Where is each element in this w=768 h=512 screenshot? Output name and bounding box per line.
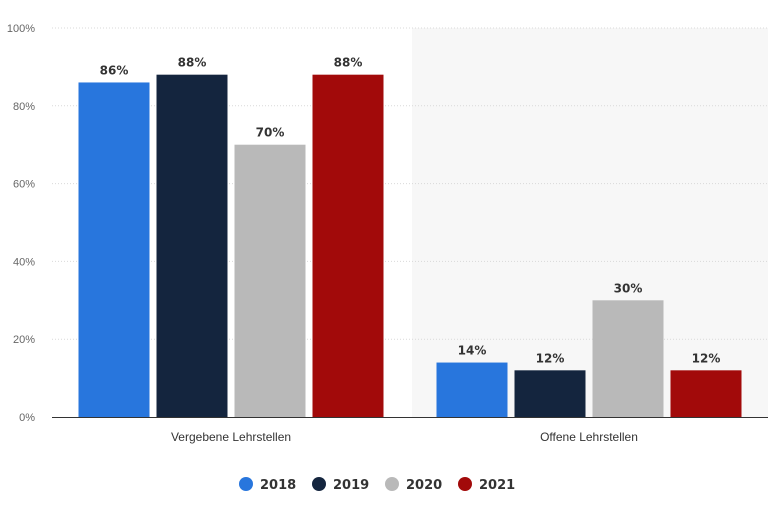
highlight-band [412,28,768,417]
data-label: 14% [458,344,487,358]
y-tick-label: 100% [7,23,35,35]
legend-label: 2021 [479,478,515,493]
bar-2021 [670,370,742,417]
y-tick-label: 0% [19,412,35,424]
x-tick-label: Vergebene Lehrstellen [171,430,291,444]
bar-2020 [592,300,664,417]
legend-label: 2020 [406,478,442,493]
bar-2020 [234,144,306,417]
bar-2019 [156,74,228,418]
legend-marker-2021 [458,477,472,491]
y-tick-label: 40% [13,256,35,268]
y-tick-label: 60% [13,179,35,191]
legend-marker-2018 [239,477,253,491]
legend-label: 2019 [333,478,369,493]
data-label: 12% [692,351,721,365]
bar-2018 [436,362,508,417]
data-label: 88% [334,56,363,70]
bar-2018 [78,82,150,418]
data-label: 12% [536,351,565,365]
y-tick-label: 80% [13,101,35,113]
y-tick-label: 20% [13,334,35,346]
legend-label: 2018 [260,478,296,493]
data-label: 88% [178,56,207,70]
legend-marker-2020 [385,477,399,491]
data-label: 86% [100,63,129,77]
bar-2019 [514,370,586,417]
data-label: 70% [256,126,285,140]
legend-marker-2019 [312,477,326,491]
x-tick-label: Offene Lehrstellen [540,430,638,444]
bar-2021 [312,74,384,418]
data-label: 30% [614,281,643,295]
